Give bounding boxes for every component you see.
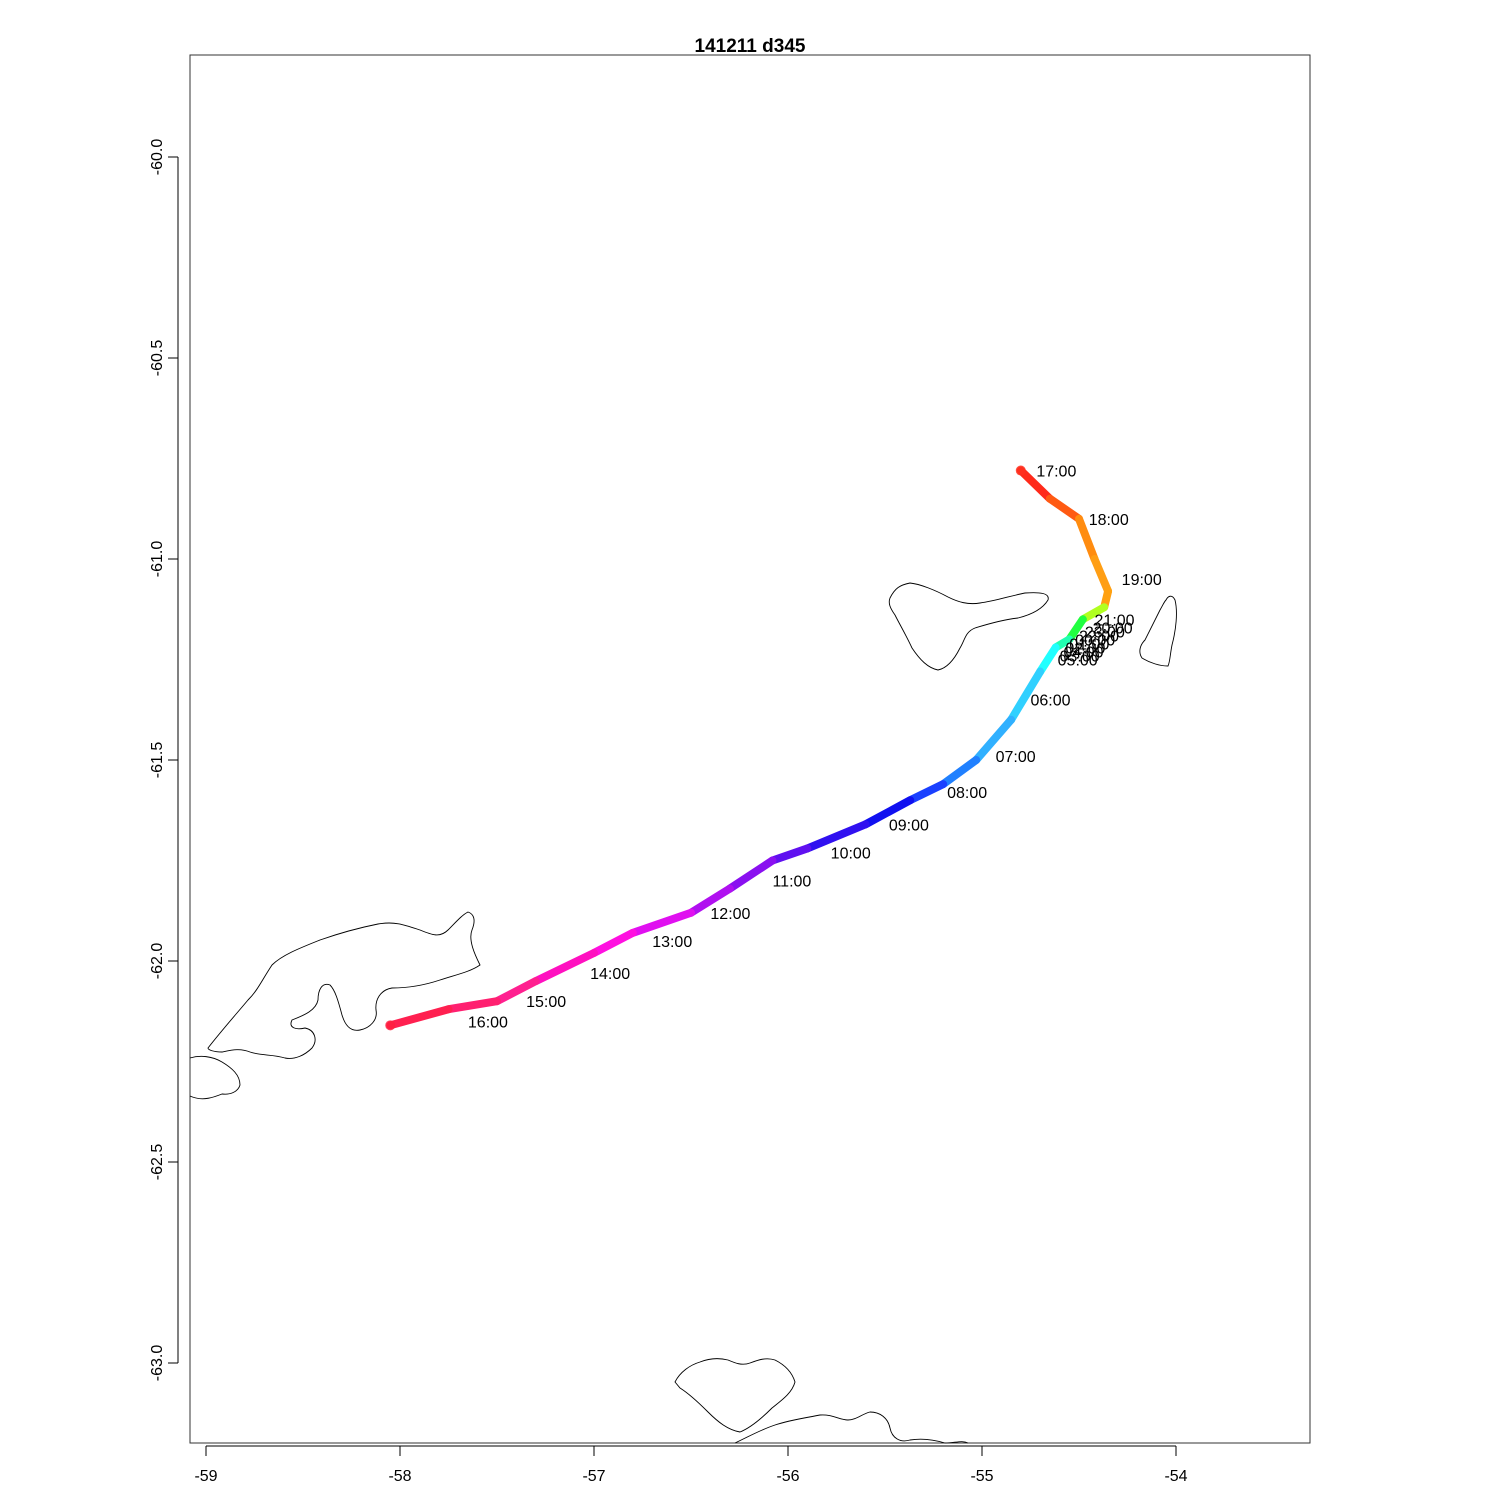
track-segment <box>590 928 637 957</box>
x-tick-label: -57 <box>582 1468 605 1485</box>
y-tick-label: -63.0 <box>149 1345 166 1382</box>
time-label: 10:00 <box>831 845 871 862</box>
plot-title: 141211 d345 <box>695 36 806 57</box>
plot-frame <box>189 54 1311 1444</box>
time-label: 12:00 <box>710 906 750 923</box>
y-tick-label: -60.0 <box>149 139 166 176</box>
coastline-nelson-island <box>189 1055 241 1100</box>
track-start-marker <box>1015 465 1026 476</box>
x-tick-label: -54 <box>1164 1468 1187 1485</box>
time-label: 03:00 <box>1060 648 1100 665</box>
time-label: 02:00 <box>1065 640 1105 657</box>
time-label: 15:00 <box>526 994 566 1011</box>
coastline-south-island <box>674 1358 796 1433</box>
track-segment <box>444 997 501 1014</box>
time-label: 20:00 <box>1093 620 1133 637</box>
track-segment <box>725 856 777 893</box>
track-segment <box>493 977 540 1006</box>
track-segment <box>687 884 734 917</box>
track-segment <box>1016 466 1054 503</box>
y-tick-label: -62.5 <box>149 1144 166 1181</box>
track-segment <box>861 796 915 829</box>
coastline-king-george-island <box>207 911 481 1059</box>
track-segment <box>1007 667 1045 724</box>
y-tick-label: -60.5 <box>149 340 166 377</box>
track-segment <box>972 715 1016 764</box>
track-segment <box>531 948 598 986</box>
time-label: 07:00 <box>996 749 1036 766</box>
track-segment <box>1036 643 1060 676</box>
track-segment <box>628 908 695 937</box>
time-label: 08:00 <box>947 785 987 802</box>
coastlines <box>189 582 1177 1444</box>
y-tick-label: -62.0 <box>149 943 166 980</box>
coastline-gibbs-island <box>1139 595 1177 667</box>
time-label: 14:00 <box>590 966 630 983</box>
time-label: 23:00 <box>1085 624 1125 641</box>
y-axis: -60.0 -60.5 -61.0 -61.5 -62.0 -62.5 -63.0 <box>149 139 179 1382</box>
x-axis: -59 -58 -57 -56 -55 -54 <box>194 1445 1188 1485</box>
time-label: 01:00 <box>1069 636 1109 653</box>
time-label: 19:00 <box>1122 572 1162 589</box>
track-segment <box>939 756 981 789</box>
y-tick-label: -61.0 <box>149 541 166 578</box>
track-segment <box>1090 555 1113 596</box>
coastline-south-shore <box>734 1411 969 1444</box>
time-labels: 17:00 18:00 19:00 20:0021:0022:0023:0000:00… <box>468 464 1162 1032</box>
track-segment <box>1075 514 1099 563</box>
track-segment <box>1078 603 1109 624</box>
x-tick-label: -59 <box>194 1468 217 1485</box>
time-label: 16:00 <box>468 1014 508 1031</box>
track-segment <box>768 844 812 865</box>
track-segment <box>906 780 948 805</box>
y-tick-label: -61.5 <box>149 742 166 779</box>
glider-track <box>385 465 1113 1031</box>
track-segment <box>386 1005 453 1030</box>
time-label: 21:00 <box>1095 612 1135 629</box>
track-segment <box>1045 494 1083 523</box>
track-segment <box>1065 615 1087 644</box>
time-label: 09:00 <box>889 817 929 834</box>
time-label: 13:00 <box>652 934 692 951</box>
time-label: 18:00 <box>1089 512 1129 529</box>
x-tick-label: -58 <box>388 1468 411 1485</box>
time-label: 11:00 <box>772 874 811 891</box>
time-label: 22:00 <box>1079 628 1119 645</box>
coastline-aspland-island <box>888 582 1049 671</box>
track-end-marker <box>385 1020 396 1031</box>
time-label: 06:00 <box>1031 693 1071 710</box>
x-tick-label: -55 <box>970 1468 993 1485</box>
time-label: 00:00 <box>1075 632 1115 649</box>
time-label: 04:00 <box>1063 644 1103 661</box>
x-tick-label: -56 <box>776 1468 799 1485</box>
time-label: 05:00 <box>1058 653 1098 670</box>
track-segment <box>803 820 870 853</box>
time-label: 17:00 <box>1036 464 1076 481</box>
